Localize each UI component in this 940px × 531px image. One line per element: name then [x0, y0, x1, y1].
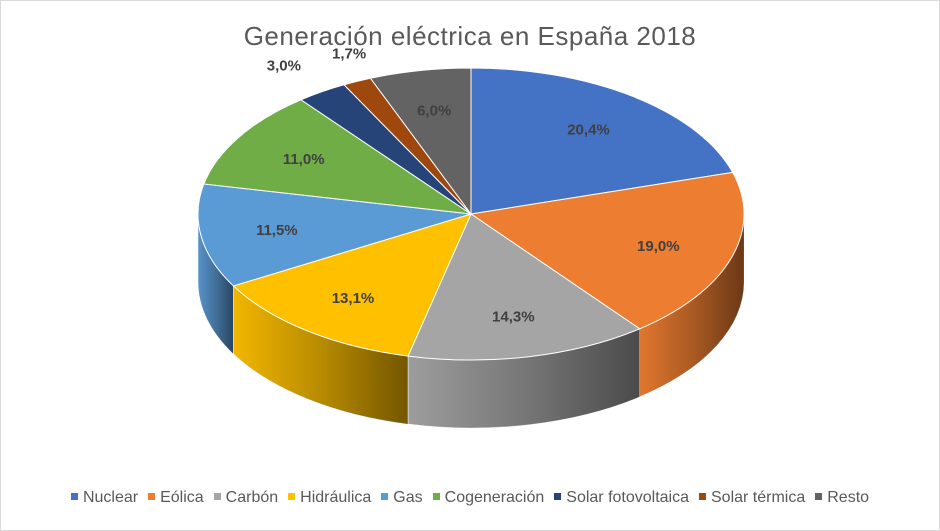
legend-item-cogeneracion: Cogeneración	[432, 489, 545, 507]
legend-swatch-carbon	[213, 493, 221, 501]
pie-side-shade-gas	[197, 214, 234, 354]
legend-item-solar-fotovoltaica: Solar fotovoltaica	[554, 489, 689, 507]
legend-label-solar-termica: Solar térmica	[711, 489, 806, 506]
legend-swatch-nuclear	[70, 493, 78, 501]
legend-swatch-cogeneracion	[432, 493, 440, 501]
data-label-eolica: 19,0%	[637, 238, 680, 255]
data-label-gas: 11,5%	[256, 222, 298, 239]
legend-label-solar-fotovoltaica: Solar fotovoltaica	[566, 489, 689, 506]
legend-swatch-solar-termica	[699, 493, 706, 501]
pie-slice-resto	[369, 67, 472, 216]
pie-slice-carbon	[407, 213, 641, 361]
data-label-solar-termica: 1,7%	[332, 46, 366, 63]
legend-item-gas: Gas	[381, 489, 423, 507]
legend-swatch-solar-fotovoltaica	[554, 493, 562, 501]
legend-swatch-resto	[815, 493, 823, 501]
legend-item-hidraulica: Hidráulica	[288, 489, 371, 507]
pie-chart: 20,4% 19,0% 14,3% 13,1% 11,5% 11,0% 3,0% 1,7% 6,…	[197, 46, 745, 429]
legend-item-resto: Resto	[815, 489, 869, 507]
legend-label-nuclear: Nuclear	[82, 489, 139, 506]
legend-item-eolica: Eólica	[148, 489, 204, 507]
legend-swatch-hidraulica	[288, 493, 296, 501]
pie-side-shade-eolica	[639, 214, 744, 397]
data-label-resto: 6,0%	[417, 103, 451, 120]
data-label-cogeneracion: 11,0%	[283, 151, 325, 168]
legend-item-nuclear: Nuclear	[70, 489, 139, 507]
legend-label-resto: Resto	[827, 489, 870, 506]
chart-title: Generación eléctrica en España 2018	[243, 21, 697, 51]
data-label-carbon: 14,3%	[492, 309, 535, 326]
pie-slice-cogeneracion	[203, 99, 472, 215]
legend-label-carbon: Carbón	[225, 489, 279, 506]
legend-swatch-gas	[381, 493, 389, 501]
data-label-solar-fotovoltaica: 3,0%	[267, 58, 301, 75]
pie-slice-nuclear	[470, 67, 734, 215]
legend-label-gas: Gas	[393, 489, 423, 506]
data-label-nuclear: 20,4%	[567, 122, 610, 139]
legend-label-cogeneracion: Cogeneración	[444, 489, 545, 506]
pie-side-shade-carbon	[408, 328, 640, 428]
legend: Nuclear Eólica Carbón Hidráulica Gas Cogenera…	[1, 489, 939, 507]
pie-slice-gas	[197, 183, 472, 287]
legend-item-carbon: Carbón	[213, 489, 279, 507]
pie-slice-hidraulica	[232, 213, 472, 357]
legend-item-solar-termica: Solar térmica	[699, 489, 805, 507]
pie-side-shade-hidraulica	[233, 285, 409, 425]
legend-label-hidraulica: Hidráulica	[300, 489, 372, 506]
data-label-hidraulica: 13,1%	[332, 290, 375, 307]
legend-swatch-eolica	[148, 493, 156, 501]
pie-slice-eolica	[469, 171, 745, 330]
legend-label-eolica: Eólica	[160, 489, 204, 506]
